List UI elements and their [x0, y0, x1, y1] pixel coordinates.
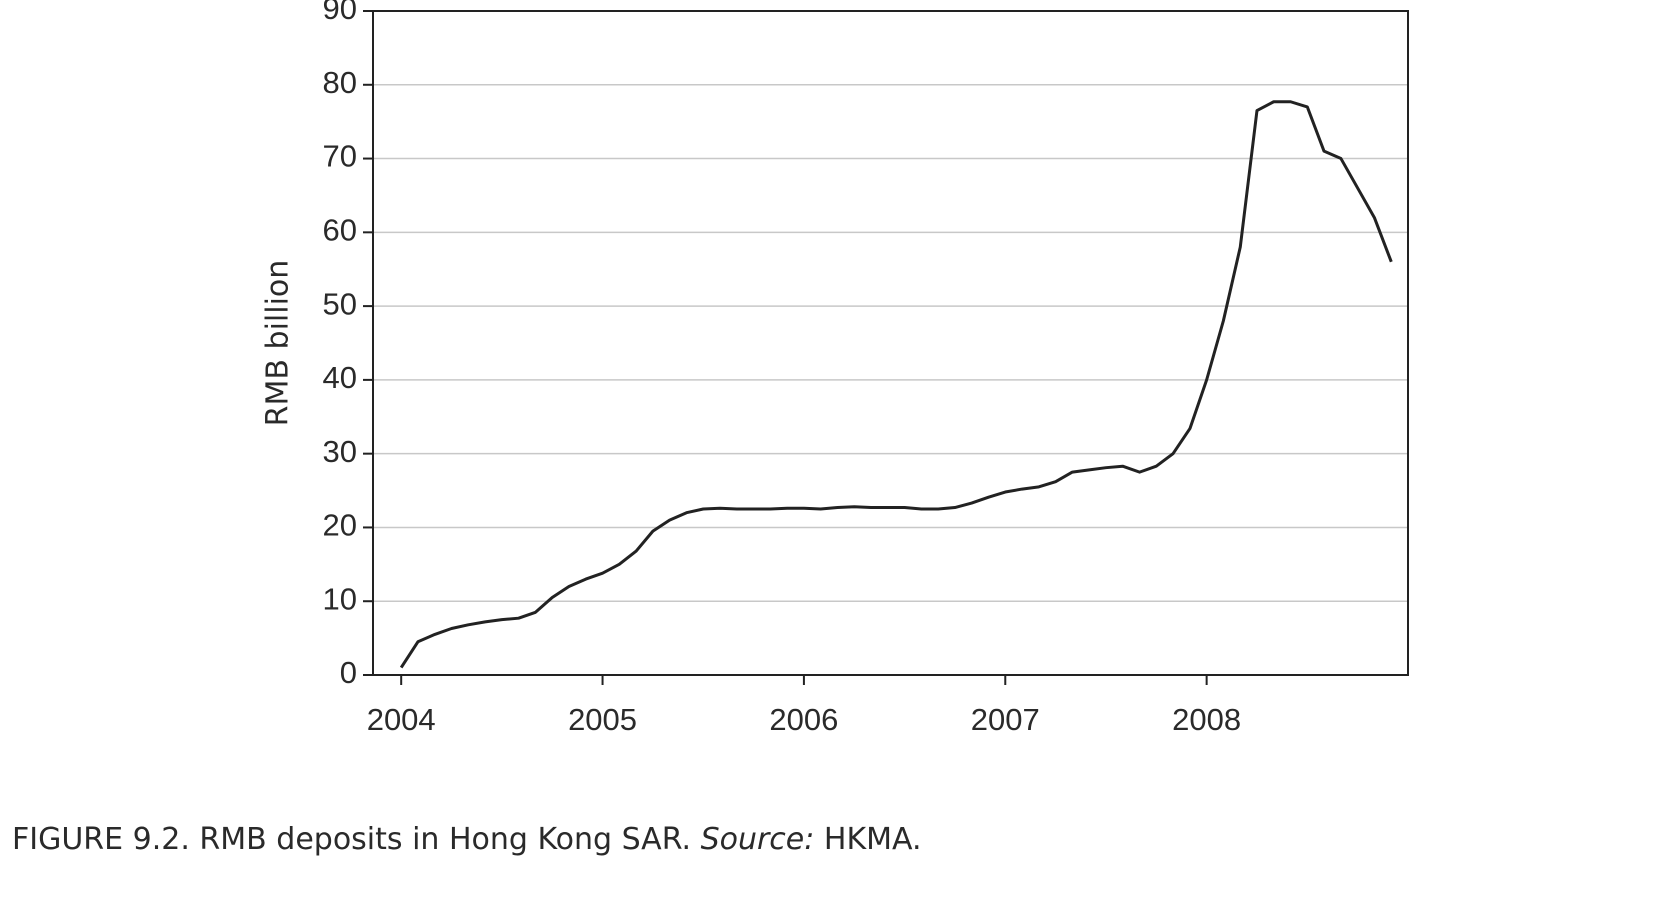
caption-text: FIGURE 9.2. RMB deposits in Hong Kong SA…: [12, 822, 691, 857]
source: HKMA.: [824, 822, 922, 857]
x-tick-label: 2006: [769, 702, 838, 737]
data-line: [399, 100, 1393, 669]
x-tick-label: 2004: [367, 702, 436, 737]
x-tick-label: 2005: [568, 702, 637, 737]
y-tick-label: 90: [323, 0, 357, 26]
x-tick-label: 2008: [1172, 702, 1241, 737]
x-tick-label: 2007: [971, 702, 1040, 737]
caption: FIGURE 9.2. RMB deposits in Hong Kong SA…: [12, 822, 922, 857]
y-axis-label: RMB billion: [261, 260, 296, 427]
plot-frame: [372, 10, 1409, 676]
y-tick-label: 10: [323, 581, 357, 616]
y-tick-label: 0: [340, 655, 357, 690]
y-tick-label: 80: [323, 65, 357, 100]
y-tick-label: 70: [323, 139, 357, 174]
y-tick-label: 30: [323, 434, 357, 469]
y-tick-label: 60: [323, 213, 357, 248]
y-tick-label: 50: [323, 286, 357, 321]
y-tick-label: 40: [323, 360, 357, 395]
source-label: Source:: [701, 822, 815, 857]
y-tick-label: 20: [323, 508, 357, 543]
